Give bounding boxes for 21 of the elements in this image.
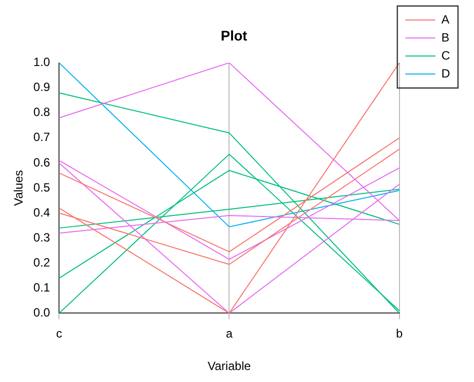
- y-tick-label: 0.5: [33, 180, 50, 194]
- y-tick-label: 0.6: [33, 155, 50, 170]
- y-axis-title: Values: [12, 170, 26, 206]
- y-tick-label: 0.8: [33, 105, 50, 120]
- y-tick-label: 0.4: [33, 205, 50, 220]
- y-tick-label: 0.9: [33, 80, 50, 94]
- legend-label: B: [441, 30, 450, 44]
- chart-title: Plot: [220, 27, 248, 44]
- y-tick-label: 0.7: [33, 130, 50, 144]
- y-tick-label: 0.3: [33, 230, 50, 244]
- x-tick-label: c: [56, 326, 62, 341]
- x-axis-title: Variable: [208, 359, 252, 374]
- x-tick-label: a: [226, 326, 233, 341]
- x-tick-label: b: [396, 326, 403, 341]
- y-tick-label: 0.1: [33, 280, 50, 294]
- y-tick-label: 1.0: [33, 55, 50, 70]
- y-tick-label: 0.0: [33, 306, 50, 320]
- legend-label: A: [441, 12, 450, 26]
- y-tick-label: 0.2: [33, 255, 50, 270]
- legend-label: D: [441, 66, 450, 80]
- legend-label: C: [441, 48, 450, 62]
